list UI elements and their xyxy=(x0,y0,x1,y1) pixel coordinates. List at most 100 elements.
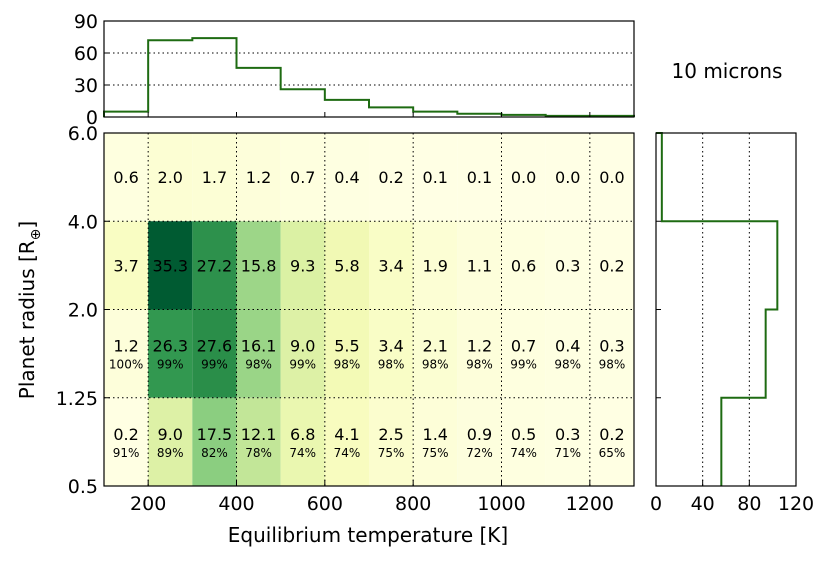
cell-value-label: 0.2 xyxy=(113,425,138,444)
cell-value-label: 0.4 xyxy=(334,168,359,187)
cell-percent-label: 98% xyxy=(554,358,581,372)
heatmap-cell xyxy=(280,221,325,310)
heatmap-cell xyxy=(280,133,325,222)
top-histogram-frame xyxy=(103,20,635,118)
cell-value-label: 1.2 xyxy=(113,337,138,356)
cell-value-label: 27.2 xyxy=(197,256,233,275)
cell-percent-label: 98% xyxy=(599,358,626,372)
heatmap-cell xyxy=(501,133,546,222)
heatmap-cell xyxy=(413,221,458,310)
cell-value-label: 1.4 xyxy=(423,425,448,444)
right-histogram-panel: 0 40 80 120 xyxy=(650,132,814,515)
cell-value-label: 17.5 xyxy=(197,425,233,444)
top-y-tick-label: 30 xyxy=(74,75,98,97)
heatmap-cell xyxy=(589,221,634,310)
heatmap-cell xyxy=(589,309,634,398)
heatmap-cell xyxy=(413,133,458,222)
cell-value-label: 1.9 xyxy=(423,256,448,275)
cell-value-label: 9.3 xyxy=(290,256,315,275)
heatmap-cell xyxy=(148,309,193,398)
cell-percent-label: 89% xyxy=(157,446,184,460)
cell-value-label: 0.0 xyxy=(555,168,580,187)
x-axis-label: Equilibrium temperature [K] xyxy=(228,523,508,547)
y-axis-label: Planet radius [R⊕] xyxy=(15,221,44,399)
heatmap-cell xyxy=(148,133,193,222)
annotation-label: 10 microns xyxy=(672,59,783,83)
heatmap-cell xyxy=(545,397,590,486)
x-tick-label: 800 xyxy=(395,493,431,515)
heatmap-cell xyxy=(545,309,590,398)
cell-value-label: 0.1 xyxy=(423,168,448,187)
cell-value-label: 0.2 xyxy=(378,168,403,187)
heatmap-cell xyxy=(369,133,414,222)
heatmap-cell xyxy=(104,221,149,310)
cell-value-label: 27.6 xyxy=(197,337,233,356)
top-histogram-line xyxy=(103,37,635,117)
cell-value-label: 0.7 xyxy=(290,168,315,187)
heatmap-cell xyxy=(545,221,590,310)
heatmap-cell xyxy=(369,309,414,398)
x-tick-label: 1200 xyxy=(566,493,614,515)
cell-percent-label: 65% xyxy=(599,446,626,460)
heatmap-cell xyxy=(501,309,546,398)
heatmap-cell xyxy=(589,133,634,222)
y-tick-label: 4.0 xyxy=(68,211,98,233)
cell-percent-label: 100% xyxy=(109,358,143,372)
heatmap-cell xyxy=(104,309,149,398)
cell-value-label: 0.5 xyxy=(511,425,536,444)
cell-value-label: 2.5 xyxy=(378,425,403,444)
cell-value-label: 1.2 xyxy=(246,168,271,187)
cell-value-label: 0.6 xyxy=(113,168,138,187)
cell-percent-label: 75% xyxy=(378,446,405,460)
cell-value-label: 5.5 xyxy=(334,337,359,356)
top-y-tick-label: 0 xyxy=(86,107,98,129)
cell-percent-label: 99% xyxy=(289,358,316,372)
top-y-tick-label: 90 xyxy=(74,11,98,33)
cell-value-label: 2.1 xyxy=(423,337,448,356)
heatmap-cell xyxy=(236,309,281,398)
cell-value-label: 0.6 xyxy=(511,256,536,275)
cell-percent-label: 98% xyxy=(245,358,272,372)
heatmap-cell xyxy=(236,133,281,222)
cell-value-label: 15.8 xyxy=(241,256,277,275)
heatmap-cell xyxy=(324,397,369,486)
heatmap-cell xyxy=(324,309,369,398)
heatmap-cell xyxy=(324,221,369,310)
cell-value-label: 0.3 xyxy=(555,256,580,275)
cell-value-label: 0.7 xyxy=(511,337,536,356)
cell-value-label: 0.4 xyxy=(555,337,580,356)
cell-value-label: 9.0 xyxy=(290,337,315,356)
top-histogram-panel: 0 30 60 90 xyxy=(74,11,635,129)
heatmap-cell xyxy=(589,397,634,486)
cell-value-label: 3.4 xyxy=(378,337,403,356)
heatmap-cell xyxy=(192,309,237,398)
heatmap-cell xyxy=(501,397,546,486)
cell-value-label: 35.3 xyxy=(152,256,188,275)
cell-percent-label: 98% xyxy=(466,358,493,372)
heatmap-cell xyxy=(457,309,502,398)
cell-value-label: 9.0 xyxy=(158,425,183,444)
cell-percent-label: 74% xyxy=(510,446,537,460)
cell-percent-label: 78% xyxy=(245,446,272,460)
heatmap-cell xyxy=(457,133,502,222)
heatmap-cell xyxy=(457,221,502,310)
y-tick-label: 0.5 xyxy=(68,476,98,498)
x-tick-label: 200 xyxy=(130,493,166,515)
heatmap-panel: 0.6 2.0 1.7 1.2 0.7 0.4 0.2 0.1 0.1 0.0 0.0 0.0 3.7 3… xyxy=(56,123,635,515)
cell-value-label: 3.4 xyxy=(378,256,403,275)
cell-value-label: 5.8 xyxy=(334,256,359,275)
cell-value-label: 4.1 xyxy=(334,425,359,444)
y-tick-label: 6.0 xyxy=(68,123,98,145)
top-y-tick-label: 60 xyxy=(74,43,98,65)
cell-percent-label: 75% xyxy=(422,446,449,460)
heatmap-cell xyxy=(148,397,193,486)
right-x-tick-label: 0 xyxy=(650,493,662,515)
heatmap-cell xyxy=(324,133,369,222)
cell-value-label: 0.3 xyxy=(599,337,624,356)
right-x-tick-label: 120 xyxy=(778,493,814,515)
x-tick-label: 600 xyxy=(307,493,343,515)
cell-percent-label: 99% xyxy=(157,358,184,372)
cell-percent-label: 98% xyxy=(378,358,405,372)
y-tick-label: 2.0 xyxy=(68,300,98,322)
